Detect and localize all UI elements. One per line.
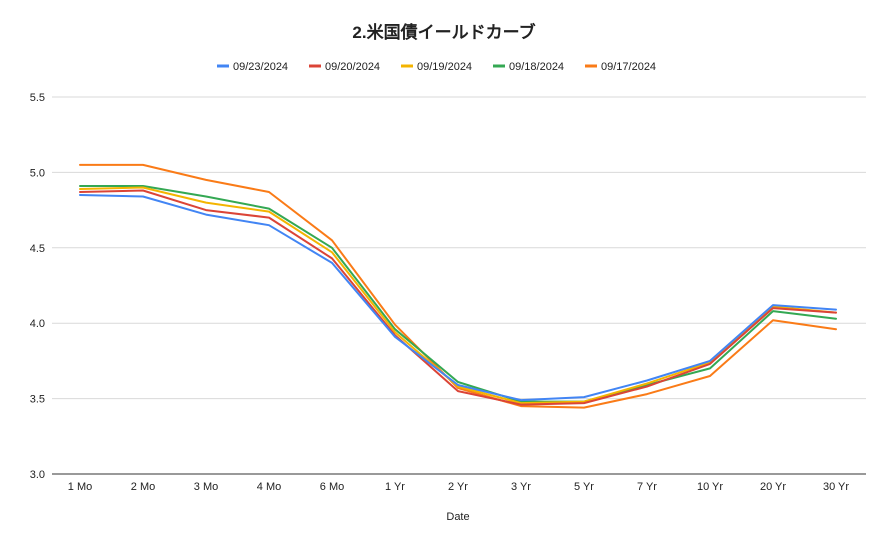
x-tick-label: 1 Mo xyxy=(68,481,92,493)
x-tick-label: 2 Yr xyxy=(448,481,468,493)
chart-title: 2.米国債イールドカーブ xyxy=(352,22,535,42)
y-tick-label: 4.0 xyxy=(30,318,45,330)
x-tick-label: 20 Yr xyxy=(760,481,786,493)
x-tick-label: 7 Yr xyxy=(637,481,657,493)
series-lines xyxy=(79,163,837,409)
series-group xyxy=(79,186,837,405)
x-axis-title: Date xyxy=(446,511,469,523)
x-tick-label: 30 Yr xyxy=(823,481,849,493)
series-group xyxy=(79,163,837,409)
series-group xyxy=(79,189,837,406)
legend-item[interactable]: 09/19/2024 xyxy=(401,61,472,73)
x-tick-label: 3 Mo xyxy=(194,481,218,493)
legend-label: 09/19/2024 xyxy=(417,61,472,73)
y-tick-label: 5.5 xyxy=(30,92,45,104)
x-axis-ticks: 1 Mo 2 Mo 3 Mo 4 Mo 6 Mo 1 Yr 2 Yr 3 Yr 5 Yr 7 Yr… xyxy=(68,481,850,493)
legend-label: 09/23/2024 xyxy=(233,61,288,73)
x-tick-label: 1 Yr xyxy=(385,481,405,493)
y-tick-label: 5.0 xyxy=(30,167,45,179)
series-line xyxy=(79,163,837,409)
legend-label: 09/20/2024 xyxy=(325,61,380,73)
series-line xyxy=(79,185,837,403)
x-tick-label: 6 Mo xyxy=(320,481,344,493)
series-group xyxy=(79,194,837,402)
series-line xyxy=(79,194,837,402)
grid-lines xyxy=(52,96,866,475)
x-tick-label: 3 Yr xyxy=(511,481,531,493)
series-group xyxy=(79,185,837,403)
series-line xyxy=(79,186,837,405)
y-axis-ticks: 3.0 3.5 4.0 4.5 5.0 5.5 xyxy=(30,92,45,481)
x-tick-label: 10 Yr xyxy=(697,481,723,493)
series-line xyxy=(79,189,837,406)
x-tick-label: 2 Mo xyxy=(131,481,155,493)
legend: 09/23/2024 09/20/2024 09/19/2024 09/18/2024… xyxy=(217,61,656,73)
y-tick-label: 3.5 xyxy=(30,394,45,406)
legend-item[interactable]: 09/17/2024 xyxy=(585,61,656,73)
legend-item[interactable]: 09/20/2024 xyxy=(309,61,380,73)
x-tick-label: 4 Mo xyxy=(257,481,281,493)
y-tick-label: 4.5 xyxy=(30,243,45,255)
legend-label: 09/17/2024 xyxy=(601,61,656,73)
y-tick-label: 3.0 xyxy=(30,469,45,481)
legend-item[interactable]: 09/23/2024 xyxy=(217,61,288,73)
legend-item[interactable]: 09/18/2024 xyxy=(493,61,564,73)
legend-label: 09/18/2024 xyxy=(509,61,564,73)
x-tick-label: 5 Yr xyxy=(574,481,594,493)
